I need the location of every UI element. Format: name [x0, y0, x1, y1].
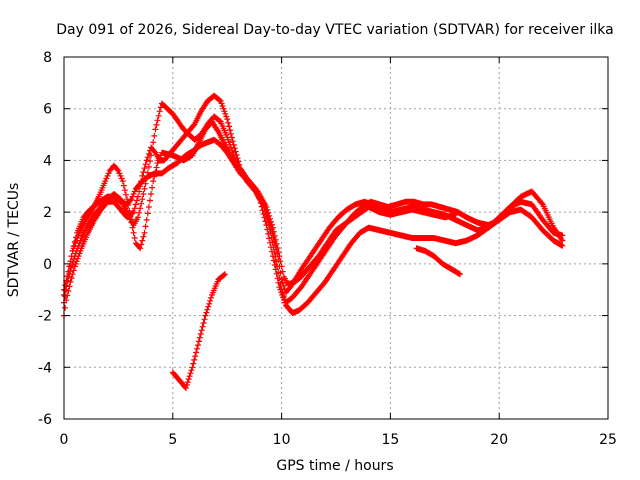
- x-tick-label: 15: [381, 432, 399, 448]
- y-tick-label: -2: [38, 309, 52, 325]
- chart-title: Day 091 of 2026, Sidereal Day-to-day VTE…: [56, 22, 613, 38]
- data-series: [61, 92, 566, 319]
- series-markers: [413, 245, 463, 278]
- x-tick-label: 5: [168, 432, 177, 448]
- y-tick-label: -6: [38, 412, 52, 428]
- plot-frame: [63, 56, 609, 420]
- y-tick-label: 4: [43, 153, 52, 169]
- y-tick-label: 2: [43, 205, 52, 221]
- y-tick-label: 6: [43, 102, 52, 118]
- data-layer: [61, 92, 566, 391]
- x-tick-label: 0: [60, 432, 69, 448]
- axis-ticks: 0 5 10 15 20 25 -6 -4 -2 0 2 4 6 8: [38, 50, 617, 448]
- y-tick-label: 0: [43, 257, 52, 273]
- x-tick-label: 10: [273, 432, 291, 448]
- data-series: [61, 136, 459, 306]
- data-series: [169, 271, 228, 391]
- x-tick-label: 25: [599, 432, 617, 448]
- grid: [64, 57, 608, 419]
- data-series: [413, 245, 463, 278]
- x-tick-label: 20: [490, 432, 508, 448]
- y-axis-label: SDTVAR / TECUs: [6, 183, 22, 298]
- x-axis-label: GPS time / hours: [276, 458, 393, 474]
- series-markers: [61, 136, 459, 306]
- y-tick-label: -4: [38, 360, 52, 376]
- series-markers: [61, 92, 566, 319]
- series-markers: [169, 271, 228, 391]
- y-tick-label: 8: [43, 50, 52, 66]
